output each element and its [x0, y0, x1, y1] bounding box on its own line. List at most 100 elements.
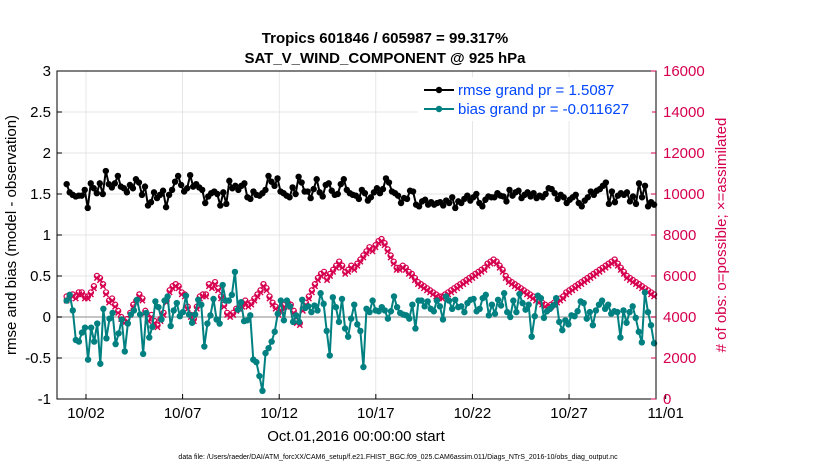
rmse-point	[220, 189, 227, 196]
obs-assimilated-marker	[614, 262, 621, 269]
rmse-point	[87, 180, 94, 187]
legend-bias-label: bias grand pr = -0.011627	[458, 101, 629, 118]
obs-assimilated-marker	[108, 297, 116, 304]
rmse-point	[584, 194, 591, 201]
rmse-point	[114, 172, 122, 180]
y-tick-label: 2.5	[30, 104, 51, 121]
rmse-point	[337, 180, 344, 188]
rmse-point	[307, 194, 314, 202]
bias-point	[133, 296, 141, 303]
rmse-point	[310, 185, 317, 193]
bias-point	[179, 308, 187, 316]
bias-point	[139, 350, 147, 358]
rmse-point	[202, 199, 209, 207]
bias-point	[317, 290, 324, 297]
obs-assimilated-marker	[214, 287, 222, 294]
bias-point	[167, 322, 174, 330]
rmse-point	[304, 188, 311, 195]
rmse-series	[63, 167, 658, 212]
rmse-point	[81, 186, 88, 194]
rmse-point	[217, 202, 224, 209]
bias-point	[112, 340, 119, 348]
y-tick-label: 0.5	[30, 268, 51, 285]
obs-assimilated-marker	[248, 301, 255, 308]
bias-point	[204, 320, 211, 327]
obs-assimilated-marker	[112, 303, 119, 310]
bias-point	[335, 318, 343, 326]
bias-point	[262, 349, 269, 357]
rmse-point	[199, 186, 206, 194]
legend: rmse grand pr = 1.5087 bias grand pr = -…	[418, 77, 652, 121]
bias-point	[491, 310, 499, 317]
legend-box	[418, 77, 652, 121]
rmse-point	[241, 180, 248, 187]
bias-point	[158, 316, 165, 323]
obs-assimilated-marker	[202, 293, 210, 300]
y2-tick-label: 0	[663, 391, 671, 408]
obs-assimilated-marker	[102, 291, 110, 298]
obs-assimilated-marker	[333, 264, 340, 271]
obs-assimilated-marker	[560, 295, 567, 302]
bias-point	[338, 295, 346, 303]
obs-assimilated-marker	[87, 291, 94, 298]
bias-point	[115, 330, 122, 337]
bias-point	[452, 296, 459, 303]
rmse-point	[141, 183, 149, 190]
obs-assimilated-marker	[115, 309, 122, 316]
bias-point	[647, 322, 655, 329]
bias-point	[341, 325, 349, 332]
x-axis: 10/02 10/07 10/12 10/17 10/22 10/27 11/01	[67, 394, 684, 422]
obs-assimilated-marker	[154, 324, 161, 331]
x-tick-label: 10/17	[357, 405, 395, 422]
bias-point	[152, 298, 159, 305]
bias-point	[485, 312, 493, 319]
bias-point	[326, 352, 333, 359]
obs-assimilated-marker	[378, 238, 385, 245]
bias-point	[393, 303, 401, 311]
bias-point	[641, 289, 649, 296]
bias-point	[149, 323, 156, 331]
bias-point	[75, 338, 83, 345]
obs-assimilated-marker	[230, 311, 237, 319]
bias-point	[320, 300, 327, 308]
bias-point	[629, 303, 636, 310]
rmse-point	[626, 198, 634, 205]
chart-title: Tropics 601846 / 605987 = 99.317%	[262, 30, 508, 47]
bias-point	[528, 333, 535, 340]
y2-tick-label: 16000	[663, 63, 705, 80]
data-file-footer: data file: /Users/raeder/DAI/ATM_forcXX/…	[178, 454, 618, 461]
bias-point	[286, 303, 294, 310]
bias-point	[583, 315, 590, 322]
bias-point	[311, 302, 318, 309]
bias-point	[225, 297, 233, 304]
bias-point	[470, 295, 477, 303]
y-tick-label: 1.5	[30, 186, 51, 203]
bias-point	[574, 308, 581, 315]
x-tick-label: 10/27	[550, 405, 588, 422]
obs-assimilated-marker	[402, 266, 409, 273]
rmse-point	[247, 195, 254, 203]
rmse-point	[403, 195, 411, 203]
rmse-point	[274, 175, 281, 182]
bias-point	[537, 294, 545, 302]
obs-assimilated-marker	[387, 254, 394, 261]
bias-point	[635, 328, 642, 335]
bias-point	[308, 308, 315, 316]
rmse-point	[572, 191, 579, 199]
bias-point	[305, 303, 312, 310]
rmse-point	[262, 186, 269, 194]
bias-point	[497, 302, 505, 309]
y-tick-label: 1	[43, 227, 51, 244]
bias-point	[592, 307, 600, 314]
rmse-point	[506, 186, 513, 194]
rmse-point	[138, 191, 146, 199]
bias-point	[424, 298, 431, 305]
rmse-point	[319, 193, 326, 200]
bias-point	[314, 307, 321, 314]
obs-assimilated-marker	[251, 297, 258, 304]
bias-point	[100, 305, 107, 312]
y2-axis-label: # of obs: o=possible; ×=assimilated	[713, 118, 730, 353]
rmse-point	[174, 172, 182, 180]
bias-point	[626, 308, 633, 316]
legend-rmse-label: rmse grand pr = 1.5087	[458, 82, 614, 99]
